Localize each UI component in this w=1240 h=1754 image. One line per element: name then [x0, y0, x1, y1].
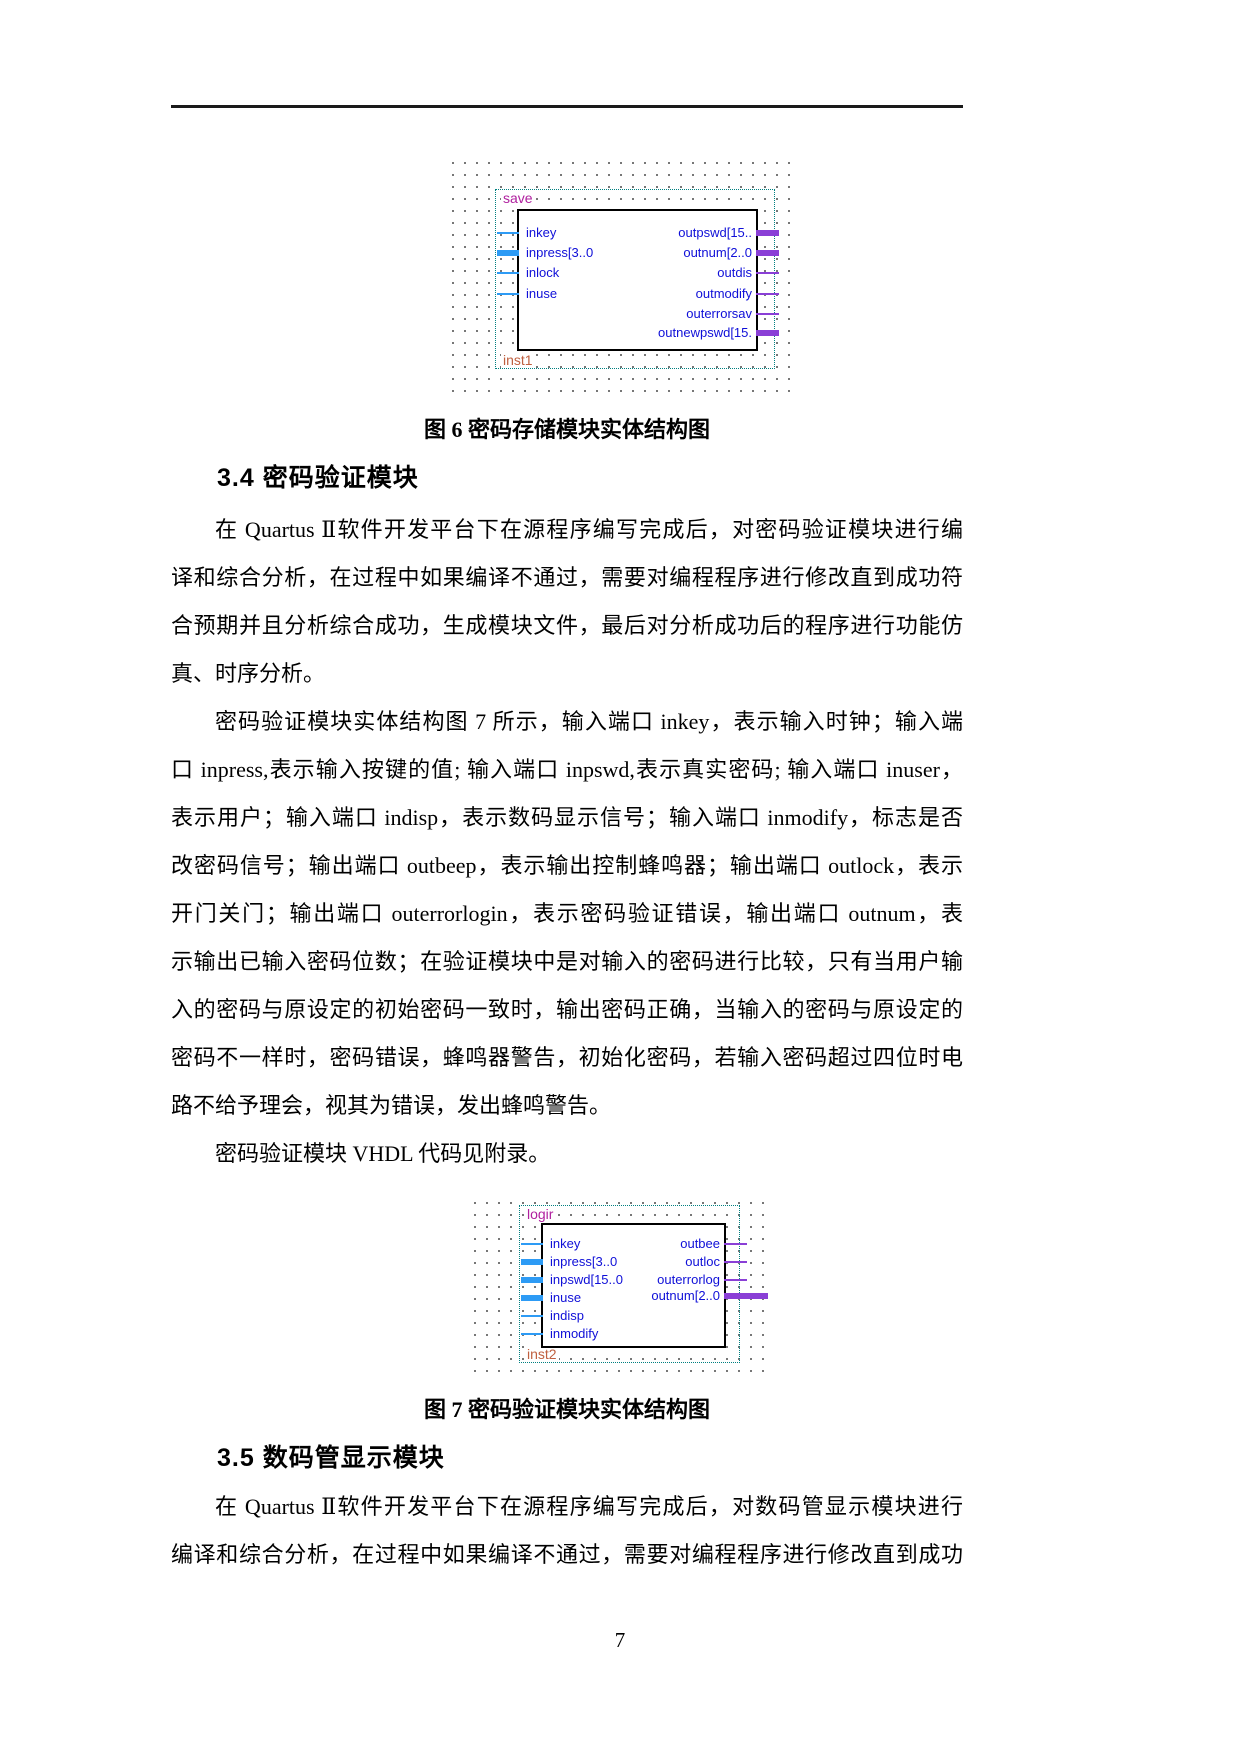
output-wire-stub — [724, 1243, 747, 1245]
section-heading-3-5: 3.5 数码管显示模块 — [217, 1444, 445, 1472]
port-label: inmodify — [550, 1326, 599, 1341]
paragraph-line: 改密码信号；输出端口 outbeep，表示输出控制蜂鸣器；输出端口 outloc… — [171, 853, 963, 878]
input-wire-stub — [521, 1315, 543, 1317]
port-row: outnum[2..0 — [519, 245, 779, 261]
paragraph-line: 表示用户；输入端口 indisp，表示数码显示信号；输入端口 inmodify，… — [171, 805, 963, 830]
paragraph-line: 在 Quartus Ⅱ软件开发平台下在源程序编写完成后，对密码验证模块进行编 — [215, 517, 963, 542]
paragraph-line: 密码验证模块实体结构图 7 所示，输入端口 inkey，表示输入时钟；输入端 — [215, 709, 963, 734]
port-row: outnum[2..0 — [543, 1288, 768, 1304]
port-label: outpswd[15.. — [678, 225, 752, 240]
figure6-schematic: save inst1 inkey inpress[3..0 inlock in — [443, 153, 799, 393]
port-label: outerrorsav — [686, 306, 752, 321]
output-wire-stub — [756, 313, 779, 315]
output-wire-stub — [756, 272, 779, 274]
input-bus-stub — [497, 250, 519, 256]
port-label: outmodify — [695, 286, 752, 301]
port-row: outerrorlog — [543, 1272, 747, 1288]
figure7-instance-label: inst2 — [525, 1346, 559, 1362]
paragraph-line: 合预期并且分析综合成功，生成模块文件，最后对分析成功后的程序进行功能仿 — [171, 613, 963, 638]
figure6-instance-label: inst1 — [501, 352, 535, 368]
paragraph-line: 译和综合分析，在过程中如果编译不通过，需要对编程程序进行修改直到成功符 — [171, 565, 963, 590]
input-wire-stub — [497, 293, 519, 295]
port-row: outbee — [543, 1236, 747, 1252]
figure7-selection-box: logir inst2 inkey inpress[3..0 inpswd[15… — [519, 1205, 768, 1363]
paragraph-line: 真、时序分析。 — [171, 661, 326, 686]
output-wire-stub — [724, 1261, 747, 1263]
header-rule — [171, 105, 963, 108]
port-row: outloc — [543, 1254, 747, 1270]
input-wire-stub — [521, 1243, 543, 1245]
port-label: inpress[3..0 — [526, 245, 594, 260]
figure6-selection-box: save inst1 inkey inpress[3..0 inlock in — [495, 189, 779, 369]
port-label: outnum[2..0 — [683, 245, 752, 260]
paragraph-line: 密码验证模块 VHDL 代码见附录。 — [215, 1141, 551, 1166]
port-label: inkey — [526, 225, 557, 240]
output-wire-stub — [756, 293, 779, 295]
paragraph-line: 入的密码与原设定的初始密码一致时，输出密码正确，当输入的密码与原设定的 — [171, 997, 963, 1022]
port-label: outerrorlog — [657, 1272, 720, 1287]
section-3-5-body: 在 Quartus Ⅱ软件开发平台下在源程序编写完成后，对数码管显示模块进行 编… — [171, 1483, 963, 1579]
port-label: inkey — [550, 1236, 581, 1251]
paragraph-line: 编译和综合分析，在过程中如果编译不通过，需要对编程程序进行修改直到成功 — [171, 1542, 963, 1567]
output-bus-stub — [756, 250, 779, 256]
output-bus-stub — [756, 330, 779, 336]
paragraph-line: 路不给予理会，视其为错误，发出蜂鸣警告。 — [171, 1093, 612, 1118]
page-number: 7 — [614, 1628, 626, 1652]
input-bus-stub — [521, 1295, 543, 1301]
port-label: inlock — [526, 265, 560, 280]
port-label: outbee — [680, 1236, 720, 1251]
figure7-entity-block: inkey inpress[3..0 inpswd[15..0 inuse in… — [521, 1223, 768, 1348]
port-label: outnewpswd[15. — [658, 325, 752, 340]
figure6-entity-name: save — [501, 190, 535, 206]
paragraph-line: 口 inpress,表示输入按键的值; 输入端口 inpswd,表示真实密码; … — [171, 757, 963, 782]
port-row: outerrorsav — [519, 306, 779, 322]
port-row: outdis — [519, 265, 779, 281]
output-bus-stub — [724, 1293, 768, 1299]
figure7-caption: 图 7 密码验证模块实体结构图 — [423, 1397, 710, 1422]
port-row: outpswd[15.. — [519, 225, 779, 241]
paragraph-line: 开门关门；输出端口 outerrorlogin，表示密码验证错误，输出端口 ou… — [171, 901, 963, 926]
input-bus-stub — [521, 1277, 543, 1283]
output-bus-stub — [756, 230, 779, 236]
port-label: inuse — [526, 286, 558, 301]
port-label: outloc — [685, 1254, 720, 1269]
input-wire-stub — [521, 1333, 543, 1335]
port-label: inpswd[15..0 — [550, 1272, 623, 1287]
port-label: inuse — [550, 1290, 582, 1305]
port-label: outnum[2..0 — [651, 1288, 720, 1303]
figure7-schematic: logir inst2 inkey inpress[3..0 inpswd[15… — [465, 1193, 768, 1375]
input-wire-stub — [497, 232, 519, 234]
paragraph-line: 密码不一样时，密码错误，蜂鸣器警告，初始化密码，若输入密码超过四位时电 — [171, 1045, 963, 1070]
figure7-entity-name: logir — [525, 1206, 556, 1222]
port-row: outnewpswd[15. — [519, 325, 779, 341]
port-label: indisp — [550, 1308, 584, 1323]
port-row: outmodify — [519, 286, 779, 302]
input-bus-stub — [521, 1259, 543, 1265]
port-label: inpress[3..0 — [550, 1254, 618, 1269]
input-wire-stub — [497, 272, 519, 274]
section-heading-3-4: 3.4 密码验证模块 — [217, 464, 419, 492]
figure6-entity-block: inkey inpress[3..0 inlock inuse outpswd[… — [497, 209, 779, 351]
figure6-caption: 图 6 密码存储模块实体结构图 — [423, 417, 710, 442]
output-wire-stub — [724, 1279, 747, 1281]
paragraph-line: 示输出已输入密码位数；在验证模块中是对输入的密码进行比较，只有当用户输 — [171, 949, 963, 974]
port-label: outdis — [717, 265, 752, 280]
section-3-4-body: 在 Quartus Ⅱ软件开发平台下在源程序编写完成后，对密码验证模块进行编 译… — [171, 506, 963, 1178]
paragraph-line: 在 Quartus Ⅱ软件开发平台下在源程序编写完成后，对数码管显示模块进行 — [215, 1494, 963, 1519]
